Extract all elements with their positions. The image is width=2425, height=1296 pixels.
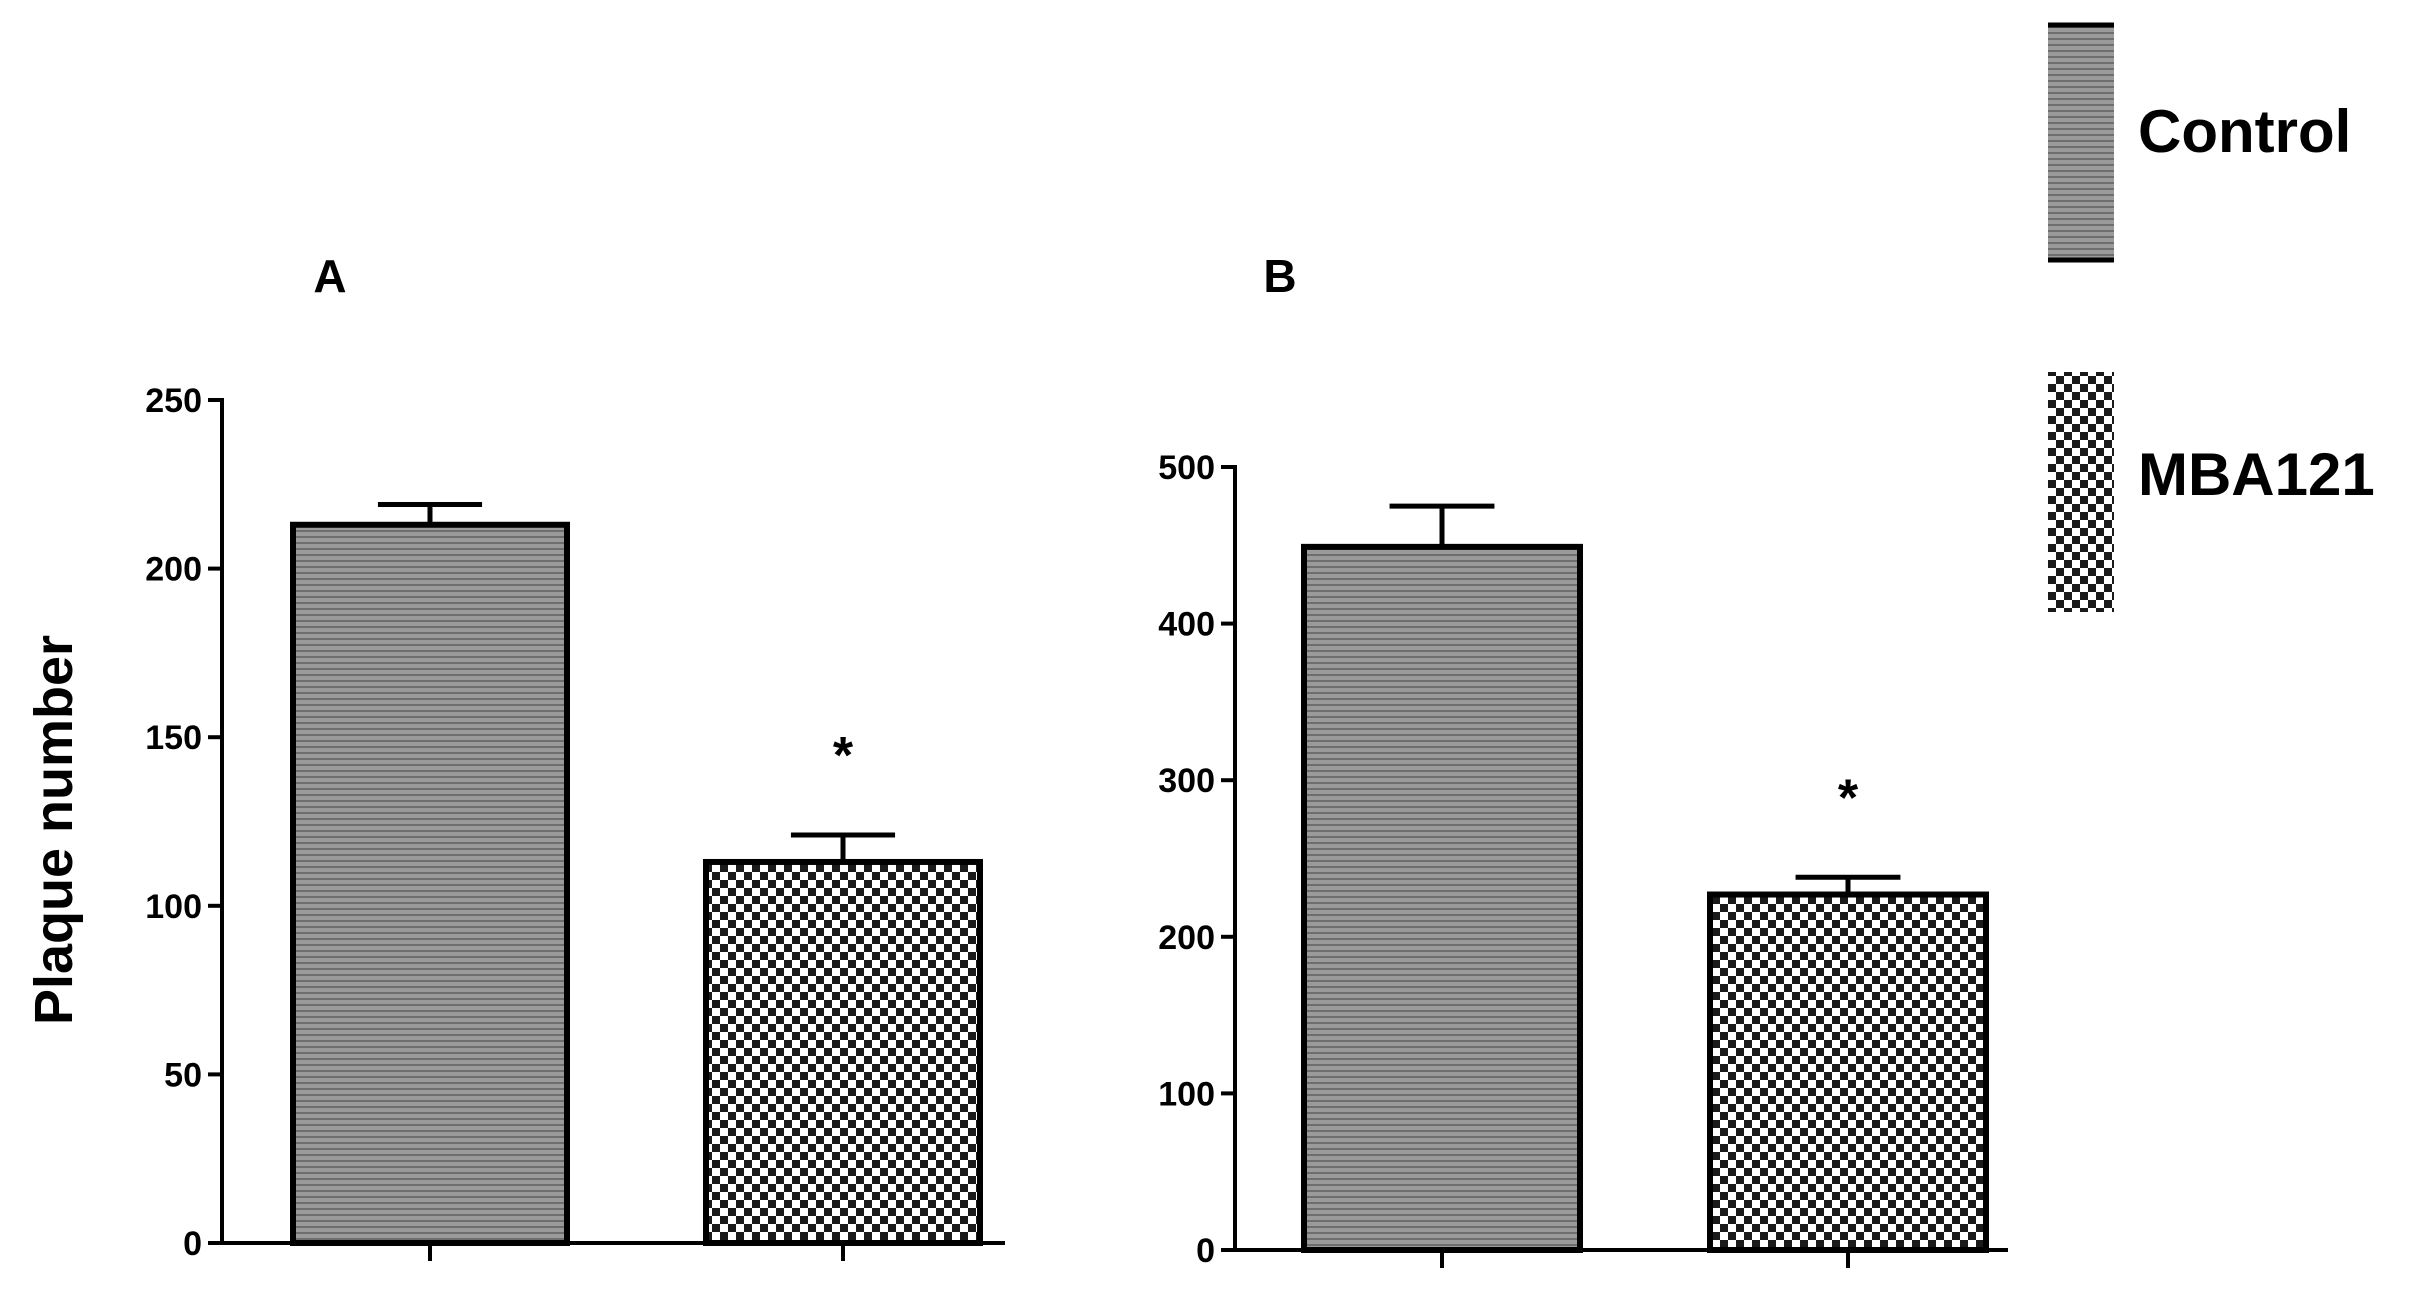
- bar-control: [1301, 543, 1583, 1253]
- bar-mba121: [1707, 891, 1989, 1253]
- legend-label-control: Control: [2138, 98, 2351, 165]
- y-tick-label: 0: [183, 1225, 202, 1263]
- y-tick-label: 200: [1158, 919, 1215, 957]
- significance-marker: *: [1838, 769, 1859, 827]
- panel-a-label: A: [313, 250, 346, 302]
- legend-swatch-mba121: [2048, 372, 2114, 612]
- y-tick-label: 500: [1158, 449, 1215, 487]
- panel-b-chart: B * 0 100 200 300 400 500: [1158, 250, 2008, 1270]
- bar-mba121: [703, 858, 983, 1246]
- legend-label-mba121: MBA121: [2138, 441, 2375, 508]
- error-bar-mba121: [1795, 874, 1901, 895]
- y-tick-label: 200: [145, 551, 202, 589]
- bar-control: [290, 521, 570, 1246]
- y-tick-label: 300: [1158, 762, 1215, 800]
- error-bar-control: [377, 502, 483, 525]
- legend-swatch-control: [2048, 25, 2114, 260]
- legend-item-control: Control: [2048, 22, 2351, 263]
- y-tick-label: 400: [1158, 606, 1215, 644]
- y-tick-label: 100: [1158, 1075, 1215, 1113]
- y-tick-label: 0: [1196, 1232, 1215, 1270]
- y-tick-label: 250: [145, 382, 202, 420]
- error-bar-mba121: [790, 832, 896, 862]
- panel-a-chart: A * 0 50 100 150 200 250: [145, 250, 1005, 1263]
- legend-item-mba121: MBA121: [2048, 372, 2375, 612]
- y-tick-label: 150: [145, 719, 202, 757]
- significance-marker: *: [833, 727, 854, 785]
- legend: Control MBA121: [2048, 22, 2375, 612]
- y-tick-label: 100: [145, 888, 202, 926]
- panel-b-label: B: [1263, 250, 1296, 302]
- error-bar-control: [1389, 503, 1495, 547]
- y-axis-label: Plaque number: [24, 635, 84, 1025]
- y-tick-label: 50: [164, 1056, 202, 1094]
